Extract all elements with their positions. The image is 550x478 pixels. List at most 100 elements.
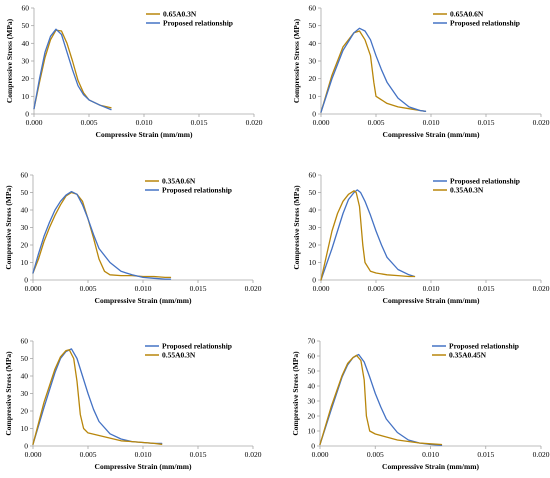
y-tick-label: 60 bbox=[308, 352, 316, 361]
y-tick-label: 10 bbox=[21, 258, 29, 267]
y-tick-label: 60 bbox=[21, 171, 29, 180]
y-axis-title: Compressive Stress (MPa) bbox=[291, 351, 300, 436]
series-line-0-65a0-6n bbox=[320, 30, 427, 113]
y-tick-label: 10 bbox=[308, 427, 316, 436]
x-axis-title: Compressive Strain (mm/mm) bbox=[383, 296, 480, 305]
chart-panel-2: 0 10 20 30 40 50 60 0.000 0.005 0.010 0.015 0.020 Co… bbox=[292, 4, 550, 140]
x-tick-label: 0.005 bbox=[368, 118, 385, 127]
x-tick-label: 0.020 bbox=[533, 118, 550, 127]
x-axis-title: Compressive Strain (mm/mm) bbox=[96, 130, 193, 139]
x-axis-title: Compressive Strain (mm/mm) bbox=[95, 296, 192, 305]
y-tick-label: 30 bbox=[308, 397, 316, 406]
series-line-0-35a0-3n bbox=[320, 190, 416, 281]
x-tick-label: 0.005 bbox=[367, 450, 384, 459]
legend-label: Proposed relationship bbox=[163, 19, 233, 28]
legend-label: Proposed relationship bbox=[449, 342, 519, 351]
x-tick-label: 0.015 bbox=[190, 450, 207, 459]
y-tick-label: 60 bbox=[309, 4, 317, 13]
y-tick-label: 10 bbox=[22, 92, 30, 101]
y-tick-label: 10 bbox=[309, 258, 317, 267]
legend-label: 0.35A0.3N bbox=[450, 186, 484, 195]
y-tick-label: 20 bbox=[309, 241, 317, 250]
series-line-0-35a0-45n bbox=[319, 354, 443, 446]
chart-panel-6: 0 10 20 30 40 50 60 70 0.000 0.005 0.010 0.015 0.020… bbox=[291, 337, 550, 472]
x-axis-title: Compressive Strain (mm/mm) bbox=[95, 462, 192, 471]
y-tick-label: 10 bbox=[21, 424, 29, 433]
y-tick-label: 70 bbox=[308, 337, 316, 346]
y-tick-label: 0 bbox=[25, 110, 29, 119]
y-tick-label: 60 bbox=[22, 4, 30, 13]
x-axis-title: Compressive Strain (mm/mm) bbox=[382, 462, 479, 471]
chart-panel-1: 0 10 20 30 40 50 60 0.000 0.005 0.010 0.015 0.020 Co… bbox=[5, 4, 263, 140]
chart-panel-3: 0 10 20 30 40 50 60 0.000 0.005 0.010 0.015 0.020 Co… bbox=[4, 171, 262, 306]
series-line-0-55a0-3n bbox=[32, 349, 163, 445]
y-tick-label: 10 bbox=[309, 92, 317, 101]
y-tick-label: 0 bbox=[24, 442, 28, 451]
legend-label: Proposed relationship bbox=[450, 177, 520, 186]
y-tick-label: 0 bbox=[312, 110, 316, 119]
x-tick-label: 0.010 bbox=[136, 118, 153, 127]
x-tick-label: 0.005 bbox=[80, 284, 97, 293]
legend-label: 0.55A0.3N bbox=[162, 351, 196, 360]
series-line-proposed-relationship bbox=[319, 353, 443, 446]
y-tick-label: 60 bbox=[21, 337, 29, 346]
chart-panel-5: 0 10 20 30 40 50 60 0.000 0.005 0.010 0.015 0.020 Co… bbox=[4, 337, 262, 472]
series-line-proposed-relationship bbox=[32, 348, 163, 445]
x-axis-title: Compressive Strain (mm/mm) bbox=[383, 130, 480, 139]
y-tick-label: 20 bbox=[309, 74, 317, 83]
y-tick-label: 20 bbox=[21, 241, 29, 250]
x-tick-label: 0.000 bbox=[313, 284, 330, 293]
legend-label: 0.65A0.6N bbox=[450, 10, 484, 19]
x-tick-label: 0.015 bbox=[478, 118, 495, 127]
series-line-proposed-relationship bbox=[320, 189, 416, 281]
series-line-proposed-relationship bbox=[32, 190, 172, 280]
y-tick-label: 60 bbox=[309, 171, 317, 180]
x-tick-label: 0.010 bbox=[423, 284, 440, 293]
x-tick-label: 0.015 bbox=[190, 284, 207, 293]
series-line-proposed-relationship bbox=[320, 27, 427, 113]
y-tick-label: 40 bbox=[21, 372, 29, 381]
y-tick-label: 40 bbox=[309, 206, 317, 215]
x-tick-label: 0.020 bbox=[246, 118, 263, 127]
y-tick-label: 30 bbox=[21, 223, 29, 232]
y-tick-label: 0 bbox=[311, 442, 315, 451]
y-axis-title: Compressive Stress (MPa) bbox=[4, 185, 13, 270]
y-tick-label: 40 bbox=[309, 39, 317, 48]
legend-label: 0.65A0.3N bbox=[163, 10, 197, 19]
x-tick-label: 0.010 bbox=[135, 450, 152, 459]
y-tick-label: 30 bbox=[21, 389, 29, 398]
x-tick-label: 0.020 bbox=[533, 450, 550, 459]
x-tick-label: 0.020 bbox=[533, 284, 550, 293]
y-tick-label: 30 bbox=[309, 57, 317, 66]
y-tick-label: 20 bbox=[21, 407, 29, 416]
legend-label: 0.35A0.45N bbox=[449, 351, 487, 360]
legend-label: 0.35A0.6N bbox=[162, 177, 196, 186]
series-line-proposed-relationship bbox=[33, 28, 112, 111]
x-tick-label: 0.015 bbox=[477, 450, 494, 459]
x-tick-label: 0.000 bbox=[312, 450, 329, 459]
y-tick-label: 20 bbox=[22, 74, 30, 83]
y-tick-label: 40 bbox=[22, 39, 30, 48]
x-tick-label: 0.015 bbox=[478, 284, 495, 293]
y-axis-title: Compressive Stress (MPa) bbox=[5, 18, 14, 103]
y-tick-label: 50 bbox=[309, 188, 317, 197]
y-tick-label: 50 bbox=[308, 367, 316, 376]
y-axis-title: Compressive Stress (MPa) bbox=[292, 185, 301, 270]
y-tick-label: 40 bbox=[21, 206, 29, 215]
legend-label: Proposed relationship bbox=[162, 186, 232, 195]
x-tick-label: 0.005 bbox=[368, 284, 385, 293]
y-tick-label: 20 bbox=[308, 412, 316, 421]
y-tick-label: 30 bbox=[309, 223, 317, 232]
x-tick-label: 0.010 bbox=[135, 284, 152, 293]
y-axis-title: Compressive Stress (MPa) bbox=[4, 351, 13, 436]
series-line-0-35a0-6n bbox=[32, 191, 172, 279]
legend-label: Proposed relationship bbox=[450, 19, 520, 28]
y-tick-label: 0 bbox=[312, 276, 316, 285]
y-tick-label: 50 bbox=[309, 21, 317, 30]
chart-panel-4: 0 10 20 30 40 50 60 0.000 0.005 0.010 0.015 0.020 Co… bbox=[292, 171, 550, 306]
y-tick-label: 50 bbox=[21, 354, 29, 363]
x-tick-label: 0.010 bbox=[422, 450, 439, 459]
x-tick-label: 0.020 bbox=[245, 284, 262, 293]
y-tick-label: 30 bbox=[22, 57, 30, 66]
